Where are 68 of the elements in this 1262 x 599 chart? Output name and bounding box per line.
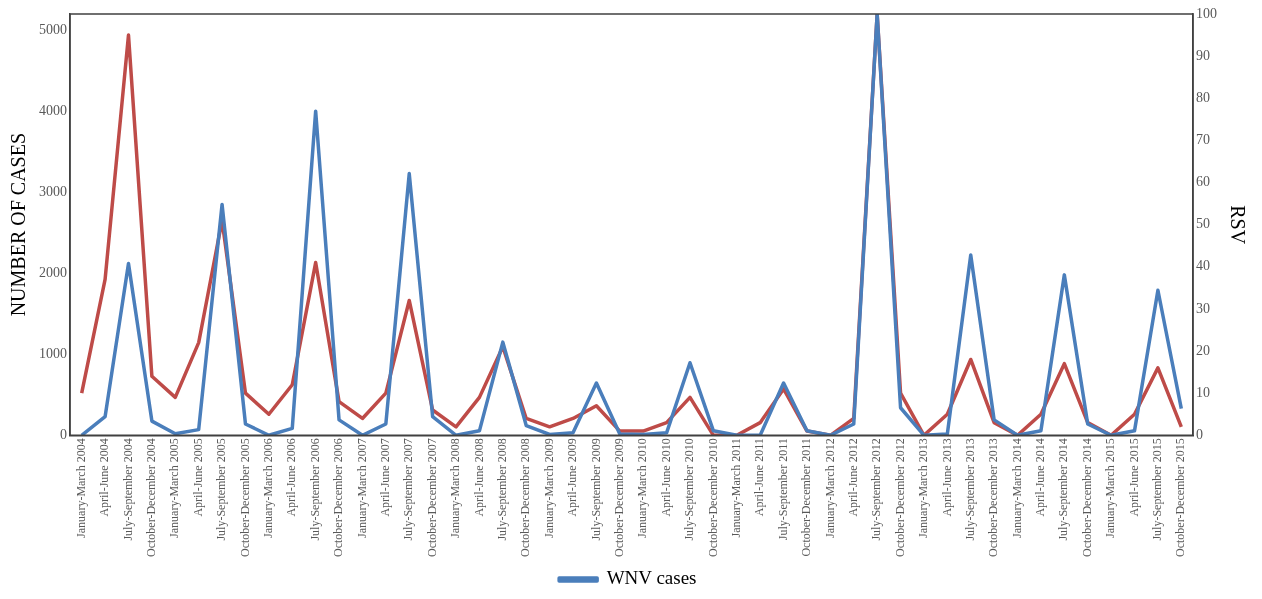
x-tick-label: October-December 2004 [144, 438, 159, 558]
x-tick-label: April-June 2009 [565, 438, 580, 517]
x-tick-label: October-December 2006 [331, 438, 346, 558]
x-tick-label: January-March 2015 [1103, 438, 1118, 538]
x-tick-label: July-September 2012 [869, 438, 884, 541]
y2-tick-label: 10 [1196, 384, 1210, 400]
x-tick-label: October-December 2010 [705, 438, 720, 558]
y2-tick-label: 0 [1196, 426, 1203, 442]
x-tick-label: January-March 2013 [916, 438, 931, 538]
x-tick-label: July-September 2004 [120, 438, 135, 541]
x-tick-label: October-December 2008 [518, 438, 533, 558]
x-tick-label: April-June 2006 [284, 438, 299, 517]
x-tick-label: October-December 2012 [892, 438, 907, 558]
y2-tick-label: 80 [1196, 89, 1210, 105]
legend-label: WNV cases [606, 567, 697, 589]
x-tick-label: April-June 2014 [1033, 438, 1048, 517]
x-tick-label: January-March 2011 [728, 438, 743, 538]
x-tick-label: October-December 2005 [237, 438, 252, 558]
y2-tick-label: 100 [1196, 5, 1217, 21]
x-tick-label: April-June 2011 [752, 438, 767, 517]
x-tick-label: July-September 2008 [494, 438, 509, 541]
x-tick-label: July-September 2011 [775, 438, 790, 541]
y-tick-label: 0 [60, 426, 67, 442]
x-tick-label: January-March 2006 [261, 438, 276, 538]
y2-tick-label: 30 [1196, 300, 1210, 316]
y-tick-label: 4000 [39, 102, 67, 118]
x-tick-label: April-June 2004 [97, 438, 112, 517]
x-tick-label: April-June 2007 [378, 438, 392, 517]
x-tick-label: April-June 2015 [1126, 438, 1141, 517]
x-tick-label: October-December 2007 [424, 438, 439, 558]
x-tick-label: April-June 2013 [939, 438, 954, 517]
x-tick-label: July-September 2009 [588, 438, 603, 541]
y2-tick-label: 90 [1196, 47, 1210, 63]
x-tick-label: January-March 2009 [541, 438, 556, 538]
x-tick-label: January-March 2010 [635, 438, 650, 538]
y2-axis-title: RSV [1226, 205, 1249, 245]
y-tick-label: 3000 [39, 183, 67, 199]
y2-tick-label: 20 [1196, 342, 1210, 358]
x-tick-label: July-September 2014 [1056, 438, 1071, 541]
x-tick-label: July-September 2015 [1150, 438, 1165, 541]
x-tick-label: April-June 2012 [845, 438, 860, 517]
y-tick-label: 1000 [39, 345, 67, 361]
y-axis-title: NUMBER OF CASES [7, 132, 30, 317]
x-tick-label: July-September 2006 [307, 438, 322, 541]
x-tick-label: January-March 2005 [167, 438, 182, 538]
x-tick-label: January-March 2004 [73, 438, 88, 538]
x-tick-label: April-June 2005 [190, 438, 205, 517]
y2-tick-label: 50 [1196, 216, 1210, 232]
x-tick-label: January-March 2012 [822, 438, 837, 538]
y2-tick-label: 60 [1196, 174, 1210, 190]
x-tick-label: January-March 2008 [448, 438, 463, 538]
x-tick-label: July-September 2007 [401, 438, 416, 541]
x-tick-label: October-December 2014 [1079, 438, 1094, 558]
x-tick-label: October-December 2011 [799, 438, 814, 557]
x-tick-label: January-March 2007 [354, 438, 369, 538]
x-tick-label: April-June 2008 [471, 438, 486, 517]
x-tick-label: April-June 2010 [658, 438, 673, 517]
y-tick-label: 5000 [39, 21, 67, 37]
x-tick-label: July-September 2013 [962, 438, 977, 541]
y2-tick-label: 70 [1196, 132, 1210, 148]
y2-tick-label: 40 [1196, 258, 1210, 274]
x-tick-label: October-December 2009 [611, 438, 626, 558]
y-tick-label: 2000 [39, 264, 67, 280]
x-tick-label: January-March 2014 [1009, 438, 1024, 538]
x-tick-label: July-September 2010 [682, 438, 697, 541]
x-tick-label: October-December 2013 [986, 438, 1001, 558]
x-tick-label: October-December 2015 [1173, 438, 1188, 558]
x-tick-label: July-September 2005 [214, 438, 229, 541]
